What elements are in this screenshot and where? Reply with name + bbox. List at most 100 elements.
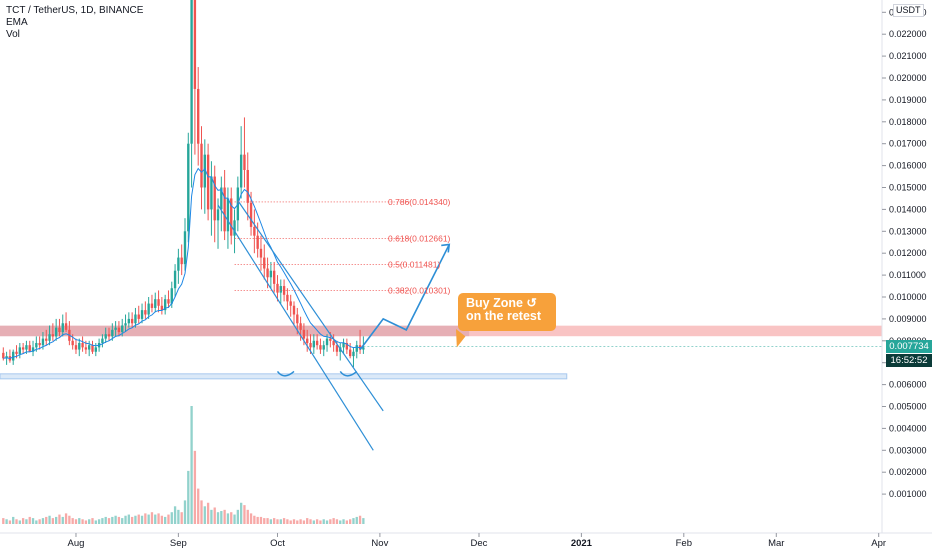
vol-indicator-label[interactable]: Vol bbox=[6, 29, 20, 40]
volume-bar bbox=[263, 518, 266, 524]
candle-body bbox=[130, 318, 134, 324]
symbol-title[interactable]: TCT / TetherUS, 1D, BINANCE bbox=[6, 5, 144, 16]
candle-body bbox=[15, 351, 18, 354]
candle bbox=[322, 340, 325, 357]
volume-bar bbox=[183, 500, 187, 524]
candle-body bbox=[127, 318, 131, 324]
candle bbox=[58, 318, 61, 337]
candle bbox=[206, 143, 210, 221]
candle-body bbox=[41, 338, 45, 346]
volume-bar bbox=[230, 512, 233, 524]
volume-bar bbox=[41, 518, 45, 524]
candle-body bbox=[302, 329, 306, 339]
candle bbox=[127, 312, 131, 328]
volume-bar bbox=[31, 518, 35, 524]
price-axis[interactable]: 0.0240000.0230000.0220000.0210000.020000… bbox=[882, 0, 927, 499]
time-tick-label: Dec bbox=[471, 538, 488, 549]
volume-bar bbox=[273, 518, 276, 524]
volume-bar bbox=[206, 502, 210, 524]
candle bbox=[223, 169, 226, 241]
candle-body bbox=[91, 345, 94, 352]
candle-body bbox=[117, 327, 121, 333]
candle-body bbox=[160, 305, 164, 311]
candle bbox=[180, 244, 183, 276]
price-tick-label: 0.010000 bbox=[889, 292, 927, 302]
candle-body bbox=[88, 345, 91, 350]
candle bbox=[124, 314, 127, 333]
candle bbox=[38, 336, 41, 350]
price-tick-label: 0.020000 bbox=[889, 73, 927, 83]
callout-line-1: Buy Zone ↺ bbox=[466, 296, 537, 310]
callout-line-2: on the retest bbox=[466, 309, 542, 323]
candle-body bbox=[163, 299, 167, 311]
candle bbox=[104, 327, 107, 343]
candle bbox=[144, 301, 147, 319]
candle bbox=[51, 323, 55, 341]
candle-body bbox=[54, 327, 58, 337]
candle bbox=[332, 334, 335, 352]
volume-bar bbox=[203, 506, 206, 524]
volume-bar bbox=[5, 519, 8, 524]
time-tick-label: Oct bbox=[270, 538, 285, 549]
volume-bar bbox=[249, 513, 253, 524]
candle bbox=[312, 334, 316, 354]
candle-body bbox=[25, 345, 28, 350]
candle bbox=[319, 338, 322, 354]
volume-bar bbox=[74, 519, 78, 524]
candle bbox=[137, 305, 140, 324]
volume-bar bbox=[21, 518, 25, 524]
volume-bar bbox=[253, 515, 256, 524]
candle bbox=[306, 329, 309, 352]
volume-bar bbox=[2, 518, 5, 524]
volume-bar bbox=[352, 518, 355, 524]
price-tick-label: 0.002000 bbox=[889, 467, 927, 477]
countdown-tag: 16:52:52 bbox=[886, 353, 932, 367]
volume-bar bbox=[233, 514, 236, 524]
volume-bar bbox=[362, 518, 365, 524]
time-axis[interactable]: Aug Sep Oct Nov Dec 2021 Feb Mar Apr bbox=[68, 533, 887, 549]
volume-bar bbox=[12, 516, 15, 524]
time-tick-label: Sep bbox=[170, 538, 187, 549]
candle bbox=[101, 334, 104, 348]
volume-bar bbox=[279, 519, 282, 524]
candle-body bbox=[150, 303, 154, 308]
candle-body bbox=[355, 345, 358, 352]
candle-body bbox=[282, 286, 286, 295]
candle-body bbox=[362, 347, 365, 350]
time-tick-label: 2021 bbox=[571, 538, 593, 549]
volume-bar bbox=[64, 513, 68, 524]
volume-bar bbox=[45, 516, 48, 524]
volume-bar bbox=[355, 516, 358, 524]
candle-body bbox=[253, 226, 256, 236]
candle-body bbox=[216, 209, 220, 221]
candle bbox=[216, 198, 220, 249]
projection-arrowhead bbox=[441, 243, 451, 253]
volume-bar bbox=[127, 514, 130, 524]
fib-level-label: 0.5(0.011481) bbox=[388, 260, 440, 270]
candle-body bbox=[81, 342, 84, 348]
volume-bar bbox=[124, 515, 127, 524]
candle bbox=[272, 261, 276, 293]
volume-bar bbox=[157, 513, 160, 524]
bottom-arc-left bbox=[276, 370, 295, 377]
candle bbox=[200, 126, 203, 210]
volume-bar bbox=[187, 470, 190, 524]
volume-bar bbox=[322, 519, 325, 524]
volume-bar bbox=[177, 509, 180, 524]
candle bbox=[220, 176, 223, 232]
candle bbox=[114, 321, 117, 337]
price-tick-label: 0.019000 bbox=[889, 95, 927, 105]
candle-body bbox=[193, 0, 197, 89]
volume-bar bbox=[97, 519, 101, 524]
volume-bar bbox=[319, 520, 322, 524]
candle bbox=[150, 294, 154, 313]
volume-bar bbox=[220, 511, 223, 524]
volume-bar bbox=[18, 520, 21, 524]
ema-indicator-label[interactable]: EMA bbox=[6, 17, 28, 28]
candle-body bbox=[101, 338, 104, 343]
volume-bar bbox=[55, 516, 58, 524]
candle-body bbox=[104, 334, 107, 339]
candle-body bbox=[276, 283, 279, 293]
candle bbox=[154, 292, 157, 313]
